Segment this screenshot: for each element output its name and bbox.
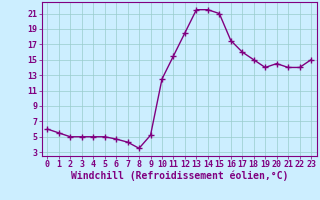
X-axis label: Windchill (Refroidissement éolien,°C): Windchill (Refroidissement éolien,°C) [70, 171, 288, 181]
